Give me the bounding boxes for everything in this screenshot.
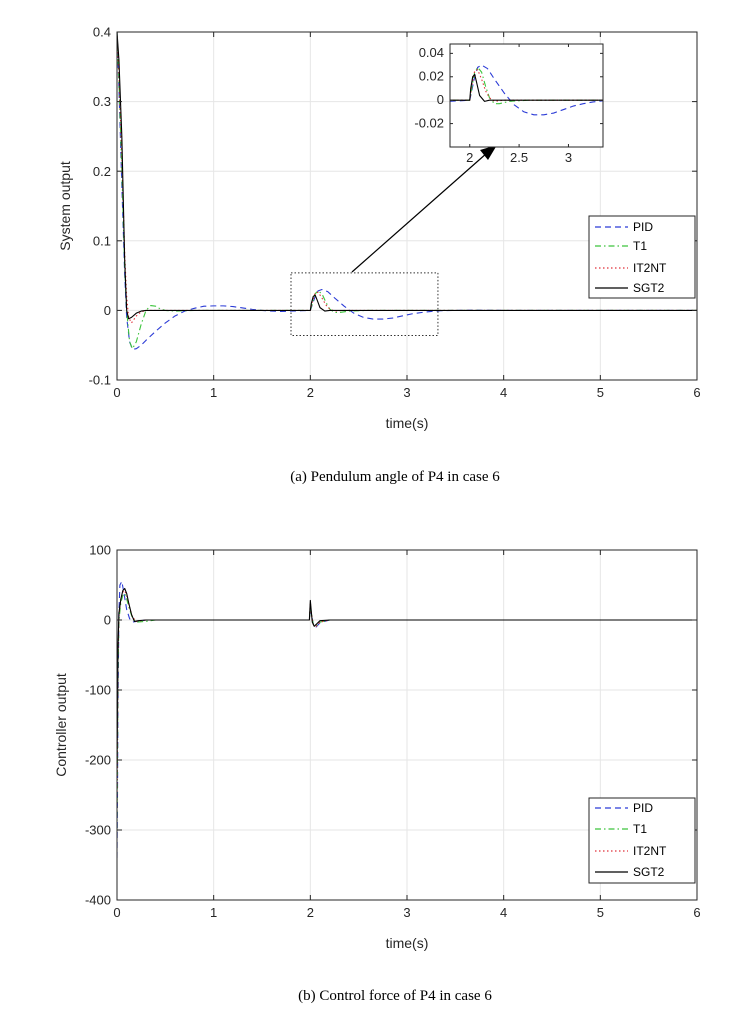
chart-a-caption: (a) Pendulum angle of P4 in case 6: [290, 469, 500, 485]
chart-b-ytick-label: -300: [85, 823, 111, 838]
inset-ticks: 2 2.5 3 -0.02 0 0.02 0.04: [414, 44, 603, 165]
chart-a-xtick-label: 1: [210, 385, 217, 400]
chart-a-xtick-label: 0: [113, 385, 120, 400]
inset-series-sgt2: [450, 73, 603, 102]
chart-b-caption: (b) Control force of P4 in case 6: [298, 988, 492, 1004]
chart-a-xtick-label: 3: [403, 385, 410, 400]
chart-b: 0 1 2 3 4 5 6 -400 -300 -200 -100 0 100 time(s) Cont…: [53, 543, 701, 1004]
legend-b-sgt2-label: SGT2: [633, 865, 665, 879]
chart-a-ytick-label: 0.3: [93, 94, 111, 109]
chart-b-legend: PID T1 IT2NT SGT2: [588, 797, 696, 884]
chart-b-ytick-label: 0: [104, 613, 111, 628]
inset-xtick-label: 2: [466, 150, 473, 165]
chart-a-xtick-label: 5: [597, 385, 604, 400]
chart-b-xtick-label: 6: [693, 905, 700, 920]
zoom-arrow-head: [480, 145, 497, 160]
chart-a-legend: PID T1 IT2NT SGT2: [588, 215, 696, 299]
chart-a-series: [117, 32, 697, 350]
inset-series: [450, 64, 603, 116]
chart-a-ytick-label: 0.2: [93, 164, 111, 179]
chart-b-ytick-label: -400: [85, 893, 111, 908]
chart-a-ticks: 0 1 2 3 4 5 6-0.100.10.20.30.4: [89, 25, 701, 400]
chart-b-ytick-label: -100: [85, 683, 111, 698]
chart-a-ytick-label: -0.1: [89, 373, 111, 388]
chart-b-series-t1: [117, 592, 697, 831]
chart-b-xtick-label: 0: [113, 905, 120, 920]
chart-a-ytick-label: 0.1: [93, 233, 111, 248]
chart-b-grid: [117, 550, 697, 900]
chart-a-series-group: [117, 32, 697, 350]
inset-ytick-label: 0: [437, 92, 444, 107]
chart-a-xlabel: time(s): [386, 415, 429, 431]
legend-a-sgt2-label: SGT2: [633, 281, 665, 295]
chart-b-xtick-label: 3: [403, 905, 410, 920]
inset-axes-box: [449, 43, 604, 148]
legend-b-it2nt-label: IT2NT: [633, 844, 667, 858]
chart-b-ylabel: Controller output: [53, 673, 69, 777]
inset-series-pid: [450, 64, 603, 116]
inset-xtick-label: 2.5: [510, 150, 528, 165]
inset-series-group: [450, 64, 603, 116]
chart-b-ytick-label: 100: [89, 543, 111, 558]
chart-b-ticks: 0 1 2 3 4 5 6 -400 -300 -200 -100 0 100: [85, 543, 701, 920]
chart-b-xtick-label: 5: [597, 905, 604, 920]
chart-a-legend-box: [588, 215, 696, 299]
legend-a-it2nt-label: IT2NT: [633, 261, 667, 275]
chart-b-xtick-label: 2: [307, 905, 314, 920]
chart-a: 0 1 2 3 4 5 6-0.100.10.20.30.4 time(s) System …: [57, 25, 701, 485]
chart-b-xtick-label: 4: [500, 905, 507, 920]
legend-b-t1-label: T1: [633, 822, 647, 836]
chart-b-xlabel: time(s): [386, 935, 429, 951]
chart-a-xtick-label: 4: [500, 385, 507, 400]
chart-a-ylabel: System output: [57, 161, 73, 251]
inset-ytick-label: 0.02: [419, 69, 444, 84]
inset-xtick-label: 3: [565, 150, 572, 165]
zoom-arrow: [351, 152, 488, 273]
inset-ytick-label: -0.02: [414, 115, 444, 130]
legend-a-pid-label: PID: [633, 220, 653, 234]
inset-plot-area: [450, 44, 603, 147]
chart-a-xtick-label: 2: [307, 385, 314, 400]
chart-a-inset: 2 2.5 3 -0.02 0 0.02 0.04: [414, 43, 604, 165]
legend-a-t1-label: T1: [633, 239, 647, 253]
chart-b-xtick-label: 1: [210, 905, 217, 920]
chart-b-legend-box: [588, 797, 696, 884]
chart-b-series-group: [117, 580, 697, 859]
legend-b-pid-label: PID: [633, 801, 653, 815]
chart-a-series-it2nt: [117, 32, 697, 324]
inset-ytick-label: 0.04: [419, 45, 444, 60]
chart-b-series-sgt2: [117, 587, 697, 775]
chart-a-xtick-label: 6: [693, 385, 700, 400]
chart-a-ytick-label: 0: [104, 303, 111, 318]
chart-b-series: [117, 580, 697, 859]
chart-a-series-sgt2: [117, 32, 697, 320]
chart-b-ytick-label: -200: [85, 753, 111, 768]
inset-series-t1: [450, 66, 603, 105]
chart-a-ytick-label: 0.4: [93, 25, 111, 40]
